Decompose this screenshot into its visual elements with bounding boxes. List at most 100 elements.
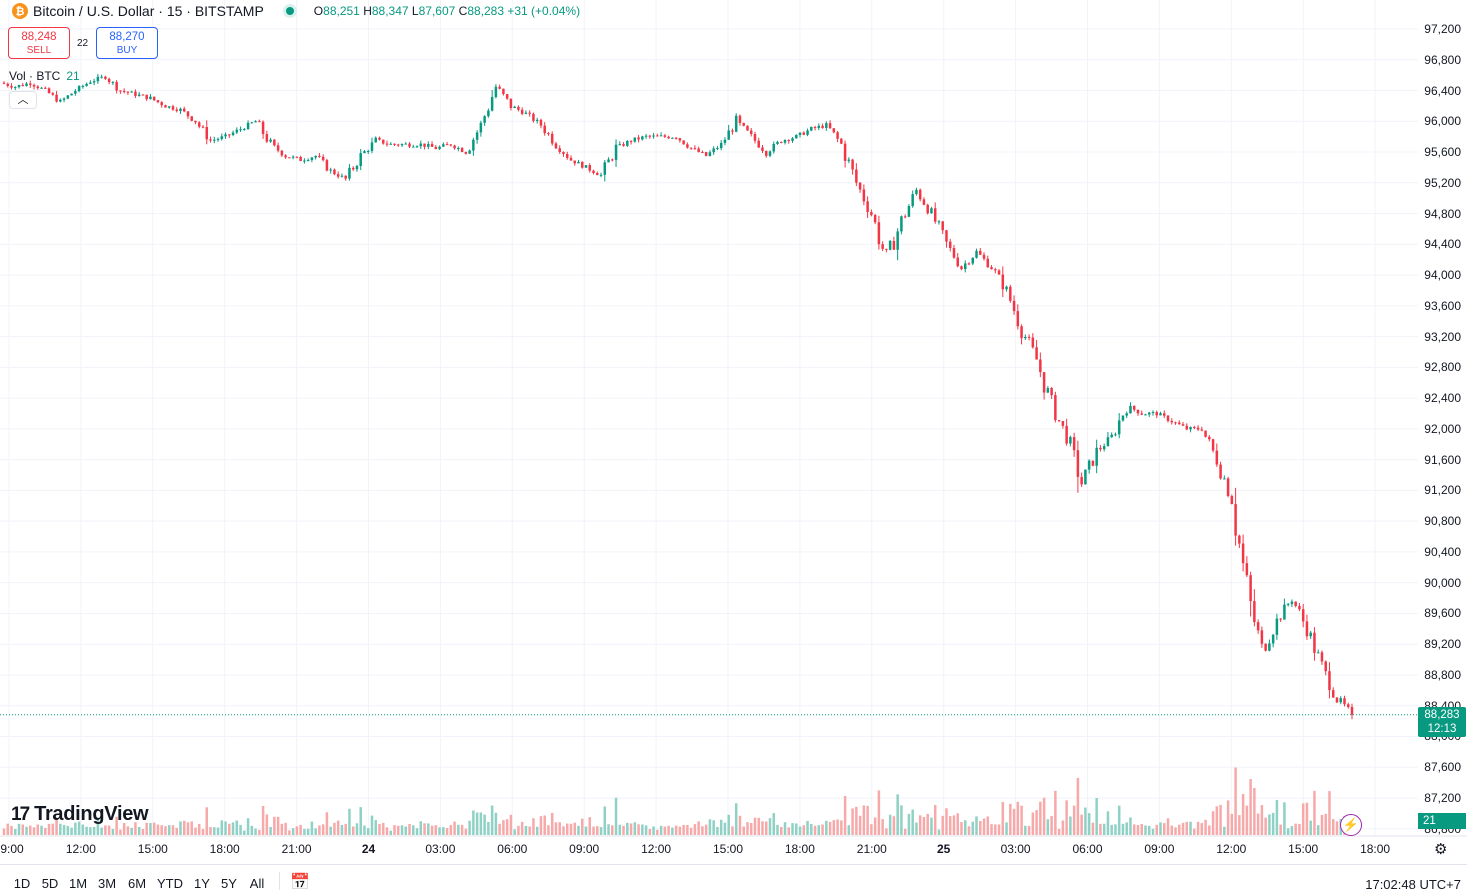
candle-body <box>1001 274 1005 290</box>
symbol-title[interactable]: Bitcoin / U.S. Dollar · 15 · BITSTAMP <box>33 3 264 19</box>
candle-body <box>141 94 145 96</box>
candle-body <box>1140 413 1143 415</box>
candle-body <box>381 139 385 144</box>
candle-body <box>1226 478 1230 497</box>
candle-body <box>179 108 182 112</box>
volume-bar <box>186 822 190 835</box>
range-button-6m[interactable]: 6M <box>127 876 147 891</box>
candle-body <box>738 115 742 123</box>
volume-bar <box>772 813 775 835</box>
volume-bar <box>430 825 434 835</box>
candle-body <box>288 157 291 159</box>
volume-bar <box>787 827 791 835</box>
candle-body <box>667 136 670 139</box>
candle-body <box>434 146 438 150</box>
market-status-icon[interactable] <box>285 7 294 15</box>
volume-bar <box>836 819 839 835</box>
sell-button[interactable]: 88,248 SELL <box>8 27 70 59</box>
candle-body <box>314 155 317 158</box>
candle-body <box>990 267 993 270</box>
volume-bar <box>505 819 509 835</box>
volume-bar <box>261 805 265 835</box>
btc-icon: ₿ <box>12 3 28 19</box>
candle-body <box>107 78 111 83</box>
volume-bar <box>1005 822 1008 835</box>
volume-bar <box>156 824 160 835</box>
candle-body <box>32 84 36 87</box>
candle-body <box>1264 643 1267 651</box>
volume-bar <box>149 823 152 835</box>
candle-body <box>1335 697 1339 703</box>
range-button-5d[interactable]: 5D <box>41 876 59 891</box>
candle-body <box>85 83 88 86</box>
volume-bar <box>888 814 892 835</box>
time-tick-label: 21:00 <box>856 842 887 856</box>
candle-body <box>239 129 242 131</box>
chevron-up-icon[interactable]: ︿ <box>9 91 37 109</box>
volume-bar <box>926 813 929 835</box>
gear-icon[interactable]: ⚙ <box>1434 841 1448 858</box>
candle-body <box>535 119 539 121</box>
candle-body <box>389 143 393 145</box>
calendar-icon[interactable]: 📅 <box>290 874 310 891</box>
candle-body <box>603 162 607 175</box>
candle-body <box>588 165 592 171</box>
candle-body <box>888 240 892 250</box>
volume-bar <box>656 829 659 835</box>
tradingview-logo[interactable]: 17 TradingView <box>11 803 149 826</box>
range-button-3m[interactable]: 3M <box>97 876 117 891</box>
volume-bar <box>543 815 546 835</box>
volume-bar <box>235 820 239 835</box>
candle-body <box>427 143 430 147</box>
candle-body <box>877 222 881 245</box>
volume-bar <box>855 806 858 835</box>
volume-bar <box>956 813 959 835</box>
price-chart[interactable] <box>0 0 1467 864</box>
range-button-all[interactable]: All <box>249 876 265 891</box>
range-button-1m[interactable]: 1M <box>68 876 88 891</box>
candle-body <box>855 169 858 183</box>
price-tick-label: 95,600 <box>1424 145 1461 160</box>
candle-body <box>1309 632 1312 637</box>
candle-body <box>592 170 595 174</box>
volume-bar <box>374 820 377 835</box>
volume-bar <box>412 825 415 835</box>
volume-bar <box>817 825 821 835</box>
price-tick-label: 89,600 <box>1424 606 1461 621</box>
candle-body <box>618 144 622 146</box>
candle-body <box>682 140 685 145</box>
candle-body <box>1084 469 1087 485</box>
volume-bar <box>678 826 682 835</box>
candle-body <box>1193 426 1196 428</box>
lightning-icon[interactable]: ⚡ <box>1340 814 1362 836</box>
candle-body <box>96 76 100 82</box>
volume-bar <box>1290 826 1294 835</box>
volume-bar <box>828 821 832 835</box>
range-button-5y[interactable]: 5Y <box>221 876 237 891</box>
range-button-1d[interactable]: 1D <box>13 876 31 891</box>
volume-bar <box>92 826 96 835</box>
volume-bar <box>427 823 430 835</box>
range-button-ytd[interactable]: YTD <box>157 876 183 891</box>
candle-body <box>306 159 310 161</box>
candle-body <box>847 159 851 161</box>
volume-bar <box>1211 811 1215 835</box>
clock-readout[interactable]: 17:02:48 UTC+7 <box>1365 877 1461 892</box>
candle-body <box>689 147 693 149</box>
volume-bar <box>1283 802 1286 835</box>
volume-bar <box>1117 805 1121 835</box>
candle-body <box>716 148 719 150</box>
candle-body <box>524 112 528 114</box>
volume-legend[interactable]: Vol · BTC 21 <box>9 69 80 83</box>
candle-body <box>1136 409 1140 414</box>
buy-button[interactable]: 88,270 BUY <box>96 27 158 59</box>
candle-body <box>1305 621 1309 637</box>
range-button-1y[interactable]: 1Y <box>194 876 210 891</box>
candle-body <box>243 129 246 131</box>
candle-body <box>1016 311 1020 327</box>
candle-body <box>1166 415 1170 421</box>
candle-body <box>1144 414 1147 416</box>
volume-bar <box>100 827 103 835</box>
volume-bar <box>363 825 366 835</box>
candle-body <box>152 96 156 101</box>
